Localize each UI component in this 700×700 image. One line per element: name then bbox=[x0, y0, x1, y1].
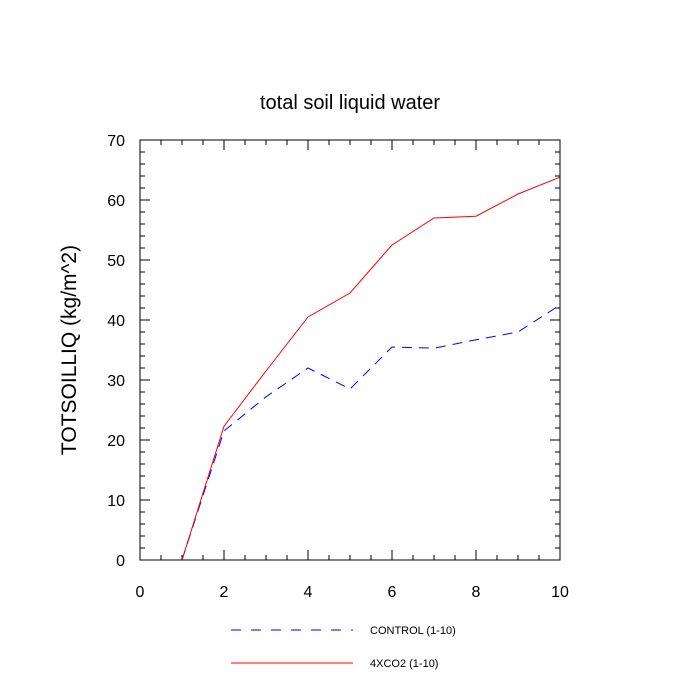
chart-title: total soil liquid water bbox=[260, 92, 440, 114]
plot-series bbox=[181, 176, 561, 561]
y-tick-label: 10 bbox=[107, 493, 125, 510]
x-tick-label: 8 bbox=[472, 584, 481, 601]
series-line bbox=[181, 304, 561, 561]
x-tick-label: 2 bbox=[220, 584, 229, 601]
x-tick-label: 0 bbox=[136, 584, 145, 601]
x-tick-label: 10 bbox=[551, 584, 569, 601]
y-tick-label: 0 bbox=[116, 553, 125, 570]
x-tick-label: 4 bbox=[304, 584, 313, 601]
tick-labels: 0 2 4 6 8 10 0 10 20 30 40 50 60 70 bbox=[107, 133, 569, 601]
y-axis-label: TOTSOILLIQ (kg/m^2) bbox=[58, 245, 81, 455]
plot-frame bbox=[139, 139, 561, 561]
y-tick-label: 30 bbox=[107, 373, 125, 390]
legend-label: 4XCO2 (1-10) bbox=[370, 658, 438, 670]
y-tick-label: 60 bbox=[107, 193, 125, 210]
series-line bbox=[181, 176, 561, 561]
y-tick-label: 20 bbox=[107, 433, 125, 450]
y-tick-label: 70 bbox=[107, 133, 125, 150]
x-tick-label: 6 bbox=[388, 584, 397, 601]
axis-ticks bbox=[139, 139, 561, 561]
y-tick-label: 50 bbox=[107, 253, 125, 270]
legend: CONTROL (1-10) 4XCO2 (1-10) bbox=[231, 625, 456, 670]
y-tick-label: 40 bbox=[107, 313, 125, 330]
legend-label: CONTROL (1-10) bbox=[370, 625, 456, 637]
